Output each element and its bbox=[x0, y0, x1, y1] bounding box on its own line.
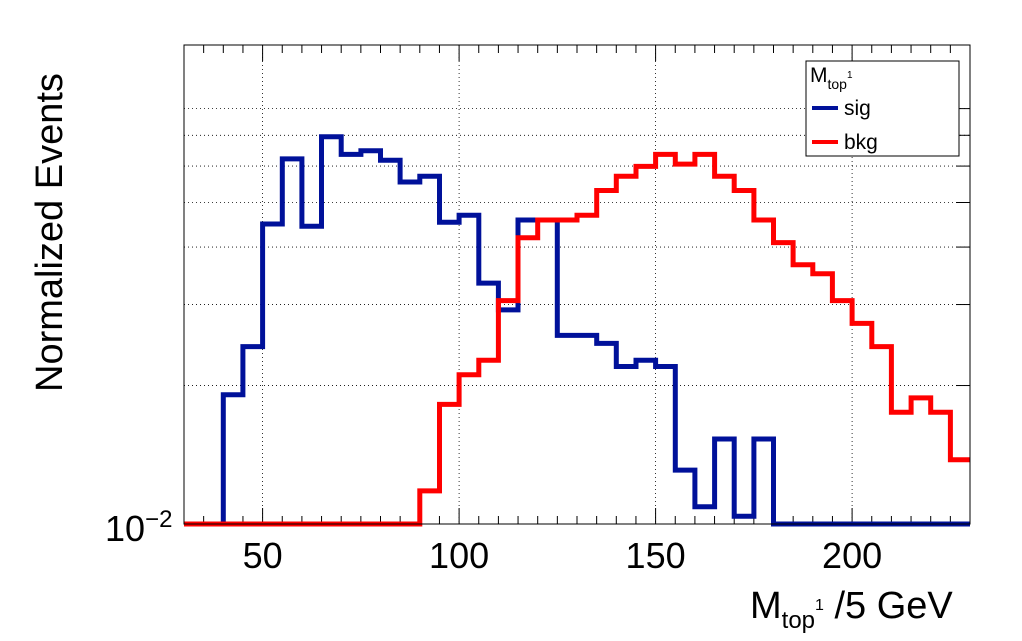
series-line-sig bbox=[184, 134, 970, 527]
x-tick-label: 150 bbox=[626, 535, 686, 576]
legend-label-sig: sig bbox=[844, 97, 871, 120]
x-axis-title: Mtop1 /5 GeV bbox=[750, 585, 953, 634]
plot-frame bbox=[183, 44, 971, 525]
x-tick-label: 200 bbox=[822, 535, 882, 576]
legend-title: Mtop1 bbox=[810, 64, 853, 92]
legend-label-bkg: bkg bbox=[844, 131, 878, 154]
y-tick-label-min: 10−2 bbox=[105, 506, 172, 549]
y-axis-title: Normalized Events bbox=[29, 73, 71, 392]
x-tick-labels: 50 100 150 200 bbox=[243, 535, 883, 576]
legend: Mtop1 sig bkg bbox=[805, 60, 960, 157]
x-tick-label: 100 bbox=[429, 535, 489, 576]
grid-lines bbox=[184, 45, 970, 524]
x-tick-label: 50 bbox=[243, 535, 283, 576]
